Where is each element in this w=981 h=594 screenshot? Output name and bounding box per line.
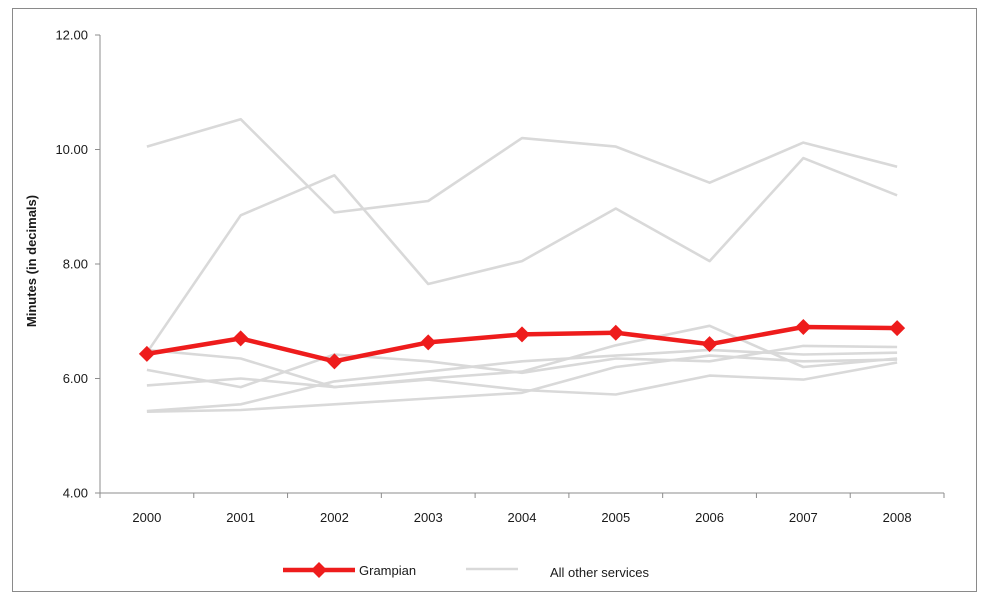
y-tick-label: 12.00	[55, 28, 88, 43]
other-service-line	[146, 354, 898, 413]
legend-item-other-services: All other services	[466, 565, 649, 580]
other-service-line	[146, 344, 898, 389]
legend-item-grampian: Grampian	[283, 562, 416, 578]
axes	[99, 35, 944, 494]
x-tick-label: 2003	[414, 510, 443, 525]
x-tick-label: 2008	[883, 510, 912, 525]
grampian-point-marker	[420, 334, 437, 351]
y-tick-label: 10.00	[55, 142, 88, 157]
x-tick-label: 2005	[601, 510, 630, 525]
x-tick-label: 2007	[789, 510, 818, 525]
grampian-point-marker	[232, 330, 249, 347]
grampian-point-marker	[607, 324, 624, 341]
legend-grampian-marker-icon	[311, 562, 327, 578]
y-tick-label: 6.00	[63, 371, 88, 386]
x-tick-label: 2001	[226, 510, 255, 525]
other-service-line	[146, 117, 898, 214]
grampian-point-marker	[701, 336, 718, 353]
other-service-line	[145, 156, 898, 354]
legend: Grampian All other services	[283, 562, 649, 580]
other-service-line	[146, 361, 898, 396]
grampian-point-marker	[889, 320, 906, 337]
legend-other-services-label: All other services	[550, 565, 649, 580]
y-tick-label: 8.00	[63, 257, 88, 272]
grampian-point-marker	[795, 318, 812, 335]
grampian-point-marker	[138, 345, 155, 362]
x-tick-label: 2000	[132, 510, 161, 525]
chart-frame	[12, 8, 977, 592]
grampian-point-marker	[514, 326, 530, 343]
grampian-point-marker	[326, 353, 343, 370]
grampian-line	[138, 318, 906, 370]
other-services-lines	[145, 117, 898, 413]
legend-grampian-label: Grampian	[359, 563, 416, 578]
x-tick-label: 2006	[695, 510, 724, 525]
other-service-line	[146, 348, 898, 413]
y-tick-label: 4.00	[63, 486, 88, 501]
x-tick-label: 2002	[320, 510, 349, 525]
x-ticks: 2000 2001 2002 2003 2004 2005 2006 2007 2008	[99, 493, 945, 525]
y-ticks: 4.00 6.00 8.00 10.00 12.00	[55, 28, 100, 501]
x-tick-label: 2004	[508, 510, 537, 525]
y-axis-label: Minutes (in decimals)	[24, 195, 39, 327]
